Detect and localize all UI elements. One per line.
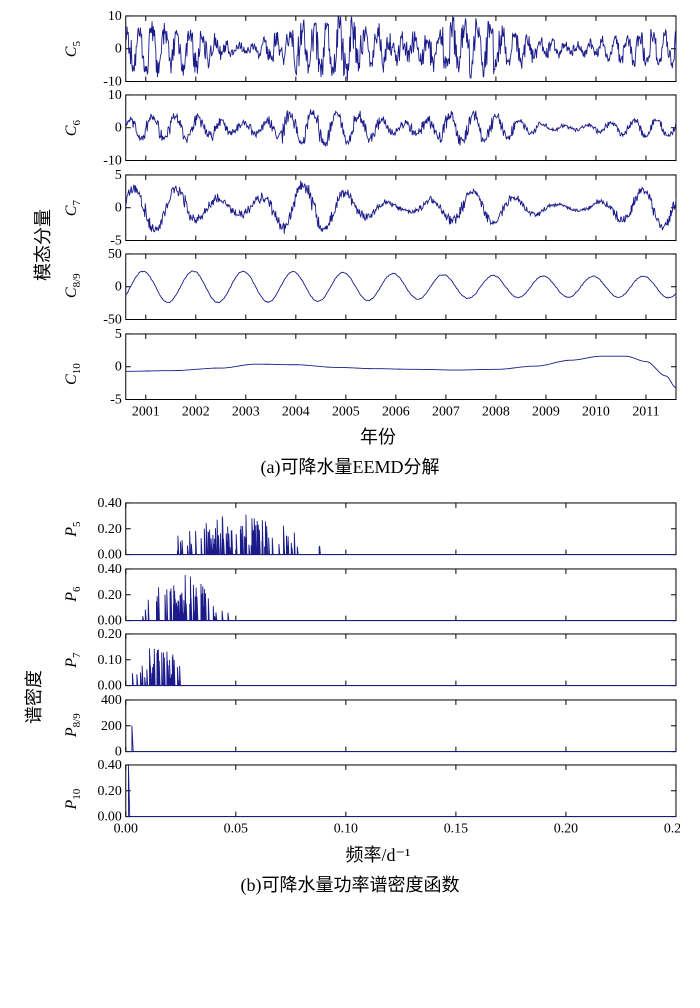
plot-wrap: -10 0 10 <box>84 89 680 166</box>
svg-text:0.20: 0.20 <box>97 784 121 799</box>
svg-text:0: 0 <box>115 280 122 295</box>
panel-row: C10 -5 0 5 2001 2002 2003 2004 2005 2006 2007 2008… <box>62 328 680 421</box>
panel-svg: -5 0 5 <box>84 169 680 246</box>
panel-ylabel: P6 <box>63 584 83 606</box>
svg-text:0.00: 0.00 <box>97 613 121 626</box>
group-b: 谱密度 P5 0.00 0.20 0.40 P6 0.00 0.20 0.40 P7 0.0… <box>6 497 694 897</box>
plot-wrap: -50 0 50 <box>84 248 680 325</box>
panel-svg: -5 0 5 2001 2002 2003 2004 2005 2006 2007 2008 2009… <box>84 328 680 421</box>
plot-wrap: 0 200 400 <box>84 694 680 758</box>
svg-text:400: 400 <box>101 694 122 708</box>
panel-ylabel: C6 <box>63 117 83 139</box>
panel-svg: -10 0 10 <box>84 10 680 87</box>
svg-text:2004: 2004 <box>282 404 310 419</box>
svg-text:2009: 2009 <box>532 404 560 419</box>
panel-svg: -50 0 50 <box>84 248 680 325</box>
plot-wrap: 0.00 0.20 0.40 <box>84 563 680 627</box>
svg-text:0: 0 <box>115 201 122 216</box>
panel-svg: 0.00 0.20 0.40 <box>84 563 680 627</box>
svg-text:2002: 2002 <box>182 404 210 419</box>
svg-text:0.25: 0.25 <box>664 822 680 837</box>
svg-text:0: 0 <box>115 744 122 757</box>
svg-text:2003: 2003 <box>232 404 260 419</box>
svg-text:5: 5 <box>115 169 122 183</box>
svg-text:0.00: 0.00 <box>97 679 121 692</box>
group-b-xlabel: 频率/d⁻¹ <box>62 841 694 867</box>
svg-text:0.40: 0.40 <box>97 563 121 577</box>
svg-text:10: 10 <box>108 10 122 24</box>
svg-text:50: 50 <box>108 248 122 262</box>
panel-ylabel: P5 <box>63 518 83 540</box>
svg-text:0.00: 0.00 <box>97 548 121 561</box>
svg-text:2011: 2011 <box>632 404 659 419</box>
plot-wrap: 0.000.200.400.000.050.100.150.200.25 <box>84 759 680 838</box>
panel-ylabel: P7 <box>63 649 83 671</box>
svg-text:0.40: 0.40 <box>97 759 121 773</box>
plot-wrap: -5 0 5 <box>84 169 680 246</box>
svg-text:0.40: 0.40 <box>97 497 121 511</box>
svg-text:0.20: 0.20 <box>554 822 578 837</box>
panel-svg: -10 0 10 <box>84 89 680 166</box>
svg-text:200: 200 <box>101 719 122 734</box>
panel-row: P5 0.00 0.20 0.40 <box>62 497 680 561</box>
panel-row: C7 -5 0 5 <box>62 169 680 246</box>
panel-ylabel: C10 <box>63 364 83 386</box>
group-b-caption: (b)可降水量功率谱密度函数 <box>6 871 694 897</box>
panel-row: P10 0.000.200.400.000.050.100.150.200.25 <box>62 759 680 838</box>
panel-svg: 0.00 0.20 0.40 <box>84 497 680 561</box>
panel-svg: 0 200 400 <box>84 694 680 758</box>
svg-text:0: 0 <box>115 360 122 375</box>
panel-svg: 0.00 0.10 0.20 <box>84 628 680 692</box>
svg-text:0.15: 0.15 <box>444 822 468 837</box>
panel-row: P8/9 0 200 400 <box>62 694 680 758</box>
panel-row: P6 0.00 0.20 0.40 <box>62 563 680 627</box>
panel-row: C8/9 -50 0 50 <box>62 248 680 325</box>
panel-row: C6 -10 0 10 <box>62 89 680 166</box>
svg-text:0.10: 0.10 <box>334 822 358 837</box>
svg-text:0: 0 <box>115 121 122 136</box>
plot-wrap: -10 0 10 <box>84 10 680 87</box>
panel-ylabel: P8/9 <box>63 715 83 737</box>
svg-text:10: 10 <box>108 89 122 103</box>
svg-text:2010: 2010 <box>582 404 610 419</box>
svg-text:2008: 2008 <box>482 404 510 419</box>
svg-text:0.20: 0.20 <box>97 522 121 537</box>
svg-text:0.05: 0.05 <box>224 822 248 837</box>
panel-row: C5 -10 0 10 <box>62 10 680 87</box>
panel-ylabel: C5 <box>63 38 83 60</box>
group-a-panels: C5 -10010C6 -10010C7 -505C8/9 -50050C10 … <box>62 10 680 421</box>
svg-text:2006: 2006 <box>382 404 410 419</box>
svg-text:2005: 2005 <box>332 404 360 419</box>
plot-wrap: 0.00 0.20 0.40 <box>84 497 680 561</box>
svg-text:0.20: 0.20 <box>97 588 121 603</box>
svg-text:0: 0 <box>115 42 122 57</box>
panel-ylabel: C8/9 <box>63 276 83 298</box>
svg-text:2007: 2007 <box>432 404 460 419</box>
plot-wrap: 0.00 0.10 0.20 <box>84 628 680 692</box>
svg-text:5: 5 <box>115 328 122 342</box>
svg-text:0.20: 0.20 <box>97 628 121 642</box>
figure-root: 模态分量 C5 -10010C6 -10010C7 -505C8/9 -5005… <box>6 10 694 897</box>
svg-text:0.00: 0.00 <box>114 822 138 837</box>
group-a: 模态分量 C5 -10010C6 -10010C7 -505C8/9 -5005… <box>6 10 694 479</box>
group-a-ylabel: 模态分量 <box>29 209 55 281</box>
svg-text:2001: 2001 <box>132 404 160 419</box>
svg-text:-10: -10 <box>103 154 122 167</box>
svg-text:-10: -10 <box>103 74 122 87</box>
group-a-caption: (a)可降水量EEMD分解 <box>6 453 694 479</box>
group-b-ylabel: 谱密度 <box>20 670 46 724</box>
panel-ylabel: P10 <box>63 788 83 810</box>
panel-svg: 0.000.200.400.000.050.100.150.200.25 <box>84 759 680 838</box>
svg-text:0.10: 0.10 <box>97 653 121 668</box>
svg-text:-5: -5 <box>110 392 122 407</box>
group-b-panels: P5 0.00 0.20 0.40 P6 0.00 0.20 0.40 P7 0.00 0.1… <box>62 497 680 839</box>
plot-wrap: -5 0 5 2001 2002 2003 2004 2005 2006 2007 2008 2009… <box>84 328 680 421</box>
svg-text:-50: -50 <box>103 313 122 326</box>
svg-text:-5: -5 <box>110 233 122 246</box>
panel-row: P7 0.00 0.10 0.20 <box>62 628 680 692</box>
panel-ylabel: C7 <box>63 197 83 219</box>
group-a-xlabel: 年份 <box>62 423 694 449</box>
